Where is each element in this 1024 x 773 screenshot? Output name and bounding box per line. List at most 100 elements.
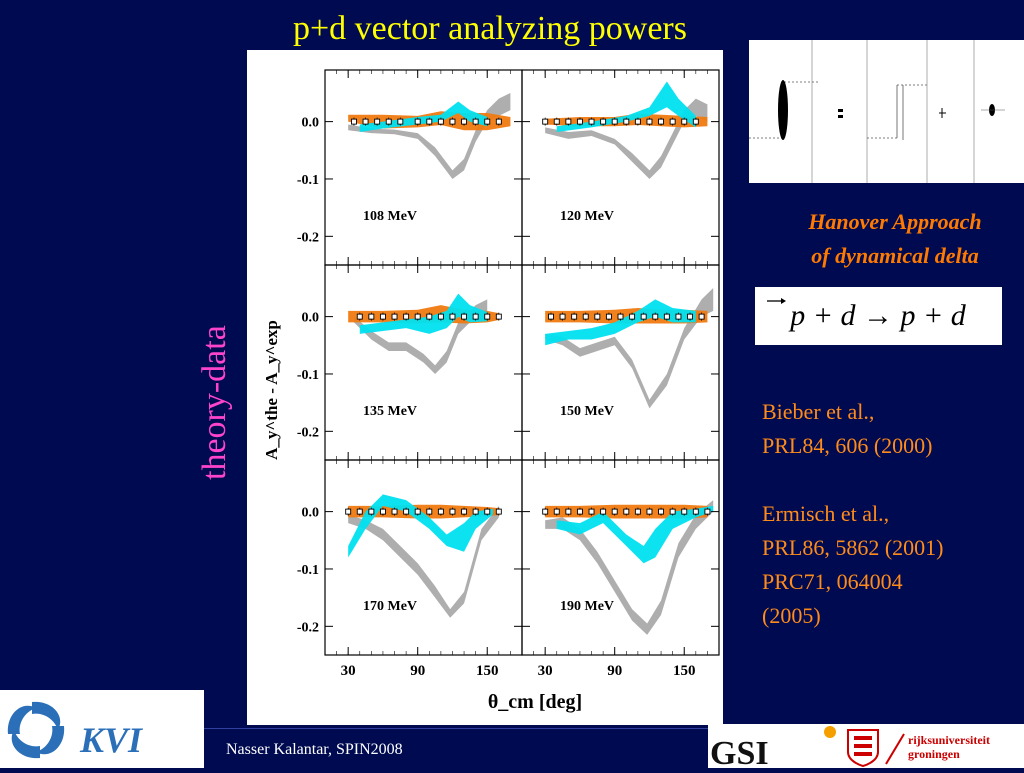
- data-point: [548, 313, 554, 320]
- y-axis-label-text: A_y^the - A_y^exp: [262, 320, 281, 460]
- data-point: [559, 313, 566, 320]
- y-tick-label: -0.1: [297, 563, 319, 578]
- data-point: [663, 313, 670, 320]
- data-point: [588, 508, 595, 515]
- ref-line: (2005): [762, 603, 821, 628]
- data-point: [426, 508, 433, 515]
- kvi-logo-mark: KVI: [7, 701, 144, 760]
- data-point: [472, 118, 479, 125]
- panel-frame: [521, 264, 720, 461]
- x-tick-label: 90: [607, 663, 622, 679]
- panel-frame: [521, 69, 720, 266]
- y-axis-label: A_y^the - A_y^exp: [262, 320, 281, 460]
- data-point: [704, 508, 711, 515]
- data-point: [472, 313, 479, 320]
- y-tick-label: -0.2: [297, 425, 319, 440]
- footer-author: Nasser Kalantar, SPIN2008: [226, 741, 403, 758]
- references: Bieber et al., PRL84, 606 (2000) Ermisch…: [762, 395, 1024, 633]
- data-point: [368, 508, 375, 515]
- data-point: [605, 313, 612, 320]
- partner-logos: GSI rijksuniversiteit groningen: [708, 724, 1024, 772]
- data-point: [553, 118, 560, 125]
- data-point: [542, 118, 549, 125]
- partner-logos-drawing: GSI rijksuniversiteit groningen: [710, 726, 990, 772]
- hanover-diagram-inset: [749, 40, 1024, 183]
- data-point: [461, 118, 468, 125]
- theory-band-cyan: [545, 299, 696, 346]
- data-point: [345, 508, 352, 515]
- panel-150-mev: 150 MeV: [521, 264, 720, 461]
- data-point: [449, 508, 456, 515]
- data-point: [634, 508, 641, 515]
- x-tick-label: 90: [410, 663, 425, 679]
- data-point: [565, 508, 572, 515]
- data-point: [669, 508, 676, 515]
- ref-line: Bieber et al.,: [762, 399, 875, 424]
- ref-line: PRC71, 064004: [762, 569, 903, 594]
- x-axis-label: θ_cm [deg]: [488, 691, 582, 713]
- theory-band-gray: [348, 505, 499, 618]
- panel-190-mev: 190 MeV 30 90 150: [521, 459, 720, 679]
- data-point: [571, 313, 578, 320]
- data-point: [426, 313, 433, 320]
- reaction-equation: p + d → p + d: [767, 298, 967, 332]
- data-point: [698, 313, 705, 320]
- panel-frame: [324, 459, 523, 656]
- kvi-logo: KVI: [0, 690, 204, 768]
- theory-band-orange: [348, 504, 499, 519]
- data-point: [576, 118, 583, 125]
- data-point: [629, 313, 636, 320]
- theory-band-gray: [545, 98, 708, 179]
- analyzing-power-chart: 0.0 -0.1 -0.2 108 MeV 120 MeV 0.0 -0.1 -0.2 135 …: [262, 69, 720, 713]
- data-point: [484, 313, 491, 320]
- y-tick-label: 0.0: [302, 506, 320, 521]
- panel-frame: [521, 459, 720, 656]
- slide-title: p+d vector analyzing powers: [293, 10, 687, 47]
- data-point: [391, 313, 398, 320]
- y-tick-label: -0.1: [297, 368, 319, 383]
- data-point: [356, 313, 363, 320]
- data-point: [484, 508, 491, 515]
- rug-logo-line1: rijksuniversiteit: [908, 733, 990, 747]
- side-label-theory-data: theory-data: [196, 325, 233, 480]
- hanover-line-2: of dynamical delta: [811, 243, 979, 268]
- rug-logo-line2: groningen: [908, 747, 960, 761]
- data-point: [646, 118, 653, 125]
- data-point: [385, 118, 392, 125]
- data-point: [611, 508, 618, 515]
- data-point: [362, 118, 369, 125]
- data-point: [391, 508, 398, 515]
- data-point: [623, 508, 630, 515]
- data-point: [588, 118, 595, 125]
- data-point: [356, 508, 363, 515]
- gsi-logo-dot: [824, 726, 836, 738]
- data-point: [681, 118, 688, 125]
- data-point: [582, 313, 589, 320]
- data-point: [681, 508, 688, 515]
- data-point: [484, 118, 491, 125]
- data-point: [426, 118, 433, 125]
- y-tick-label: 0.0: [302, 311, 320, 326]
- panel-energy-label: 120 MeV: [560, 209, 614, 224]
- data-point: [640, 313, 647, 320]
- panel-170-mev: 0.0 -0.1 -0.2 170 MeV 30 90 150: [297, 459, 523, 679]
- data-point: [414, 118, 421, 125]
- hanover-approach-caption: Hanover Approach of dynamical delta: [770, 205, 1020, 273]
- hanover-line-1: Hanover Approach: [808, 209, 982, 234]
- data-point: [379, 313, 386, 320]
- theory-band-cyan: [359, 293, 488, 334]
- y-tick-label: 0.0: [302, 116, 320, 131]
- data-point: [368, 313, 375, 320]
- ref-line: PRL84, 606 (2000): [762, 433, 933, 458]
- data-point: [600, 118, 607, 125]
- theory-band-gray: [348, 92, 511, 179]
- analyzing-power-plot-panel: 0.0 -0.1 -0.2 108 MeV 120 MeV 0.0 -0.1 -0.2 135 …: [247, 50, 723, 725]
- data-point: [437, 313, 444, 320]
- panel-energy-label: 135 MeV: [363, 404, 417, 419]
- data-point: [675, 313, 682, 320]
- data-point: [397, 118, 404, 125]
- theory-band-cyan: [556, 505, 714, 564]
- diagram-drawing: [749, 40, 1005, 183]
- data-point: [437, 118, 444, 125]
- kvi-logo-text: KVI: [79, 720, 144, 760]
